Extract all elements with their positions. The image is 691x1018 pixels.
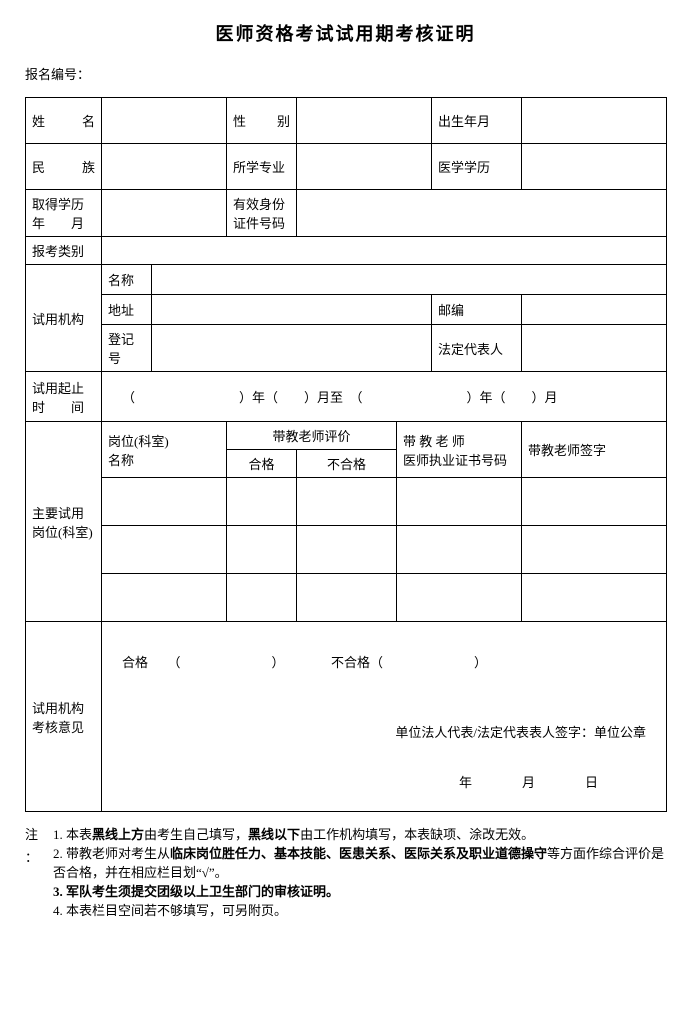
field-dept-r3c2[interactable] xyxy=(227,574,297,622)
label-degree: 医学学历 xyxy=(432,144,522,190)
form-table: 姓 名 性 别 出生年月 民 族 所学专业 医学学历 取得学历年 月 有效身份证… xyxy=(25,97,667,812)
field-inst-addr[interactable] xyxy=(152,295,432,325)
field-period[interactable]: （ ）年（ ）月至 （ ）年（ ）月 xyxy=(102,372,667,422)
label-inst-zip: 邮编 xyxy=(432,295,522,325)
label-inst-legal: 法定代表人 xyxy=(432,325,522,372)
field-inst-legal[interactable] xyxy=(522,325,667,372)
field-ethnic[interactable] xyxy=(102,144,227,190)
label-grad-date: 取得学历年 月 xyxy=(26,190,102,237)
note-4: 4. 本表栏目空间若不够填写，可另附页。 xyxy=(53,900,666,919)
field-exam-cat[interactable] xyxy=(102,237,667,265)
label-pass: 合格 xyxy=(227,450,297,478)
field-dept-r1c1[interactable] xyxy=(102,478,227,526)
field-major[interactable] xyxy=(297,144,432,190)
notes-label: 注 xyxy=(25,824,53,843)
label-institution: 试用机构 xyxy=(26,265,102,372)
field-dept-r3c3[interactable] xyxy=(297,574,397,622)
label-name: 姓 名 xyxy=(26,98,102,144)
label-inst-regno: 登记号 xyxy=(102,325,152,372)
field-grad-date[interactable] xyxy=(102,190,227,237)
registration-number-label: 报名编号： xyxy=(25,64,666,83)
label-gender: 性 别 xyxy=(227,98,297,144)
label-dept-col1: 岗位(科室)名称 xyxy=(102,422,227,478)
field-dob[interactable] xyxy=(522,98,667,144)
label-ethnic: 民 族 xyxy=(26,144,102,190)
label-fail: 不合格 xyxy=(297,450,397,478)
field-dept-r1c5[interactable] xyxy=(522,478,667,526)
opinion-date: 年 月 日 xyxy=(459,772,606,791)
field-name[interactable] xyxy=(102,98,227,144)
field-opinion[interactable]: 合格 （ ） 不合格（ ） 单位法人代表/法定代表表人签字：单位公章 年 月 日 xyxy=(102,622,667,812)
note-1: 1. 本表黑线上方由考生自己填写，黑线以下由工作机构填写，本表缺项、涂改无效。 xyxy=(53,824,666,843)
field-inst-regno[interactable] xyxy=(152,325,432,372)
label-inst-addr: 地址 xyxy=(102,295,152,325)
field-dept-r1c3[interactable] xyxy=(297,478,397,526)
field-dept-r3c1[interactable] xyxy=(102,574,227,622)
label-opinion: 试用机构考核意见 xyxy=(26,622,102,812)
footnotes: 注 ： 1. 本表黑线上方由考生自己填写，黑线以下由工作机构填写，本表缺项、涂改… xyxy=(25,824,666,919)
note-2: 2. 带教老师对考生从临床岗位胜任力、基本技能、医患关系、医际关系及职业道德操守… xyxy=(53,843,666,881)
field-dept-r1c4[interactable] xyxy=(397,478,522,526)
field-dept-r2c4[interactable] xyxy=(397,526,522,574)
page-title: 医师资格考试试用期考核证明 xyxy=(25,20,666,46)
field-dept-r3c4[interactable] xyxy=(397,574,522,622)
field-dept-r2c5[interactable] xyxy=(522,526,667,574)
label-dept-col3: 带 教 老 师医师执业证书号码 xyxy=(397,422,522,478)
label-dept: 主要试用岗位(科室) xyxy=(26,422,102,622)
label-inst-name: 名称 xyxy=(102,265,152,295)
field-dept-r2c1[interactable] xyxy=(102,526,227,574)
label-id: 有效身份证件号码 xyxy=(227,190,297,237)
field-gender[interactable] xyxy=(297,98,432,144)
field-dept-r2c3[interactable] xyxy=(297,526,397,574)
label-major: 所学专业 xyxy=(227,144,297,190)
label-dob: 出生年月 xyxy=(432,98,522,144)
field-inst-name[interactable] xyxy=(152,265,667,295)
label-exam-cat: 报考类别 xyxy=(26,237,102,265)
field-dept-r1c2[interactable] xyxy=(227,478,297,526)
field-id[interactable] xyxy=(297,190,667,237)
field-degree[interactable] xyxy=(522,144,667,190)
field-inst-zip[interactable] xyxy=(522,295,667,325)
label-dept-col4: 带教老师签字 xyxy=(522,422,667,478)
label-period: 试用起止时 间 xyxy=(26,372,102,422)
field-dept-r2c2[interactable] xyxy=(227,526,297,574)
note-3: 3. 军队考生须提交团级以上卫生部门的审核证明。 xyxy=(53,881,666,900)
label-dept-col2: 带教老师评价 xyxy=(227,422,397,450)
field-dept-r3c5[interactable] xyxy=(522,574,667,622)
opinion-sign-label: 单位法人代表/法定代表表人签字：单位公章 xyxy=(395,722,646,741)
opinion-pass-fail: 合格 （ ） 不合格（ ） xyxy=(122,652,646,671)
